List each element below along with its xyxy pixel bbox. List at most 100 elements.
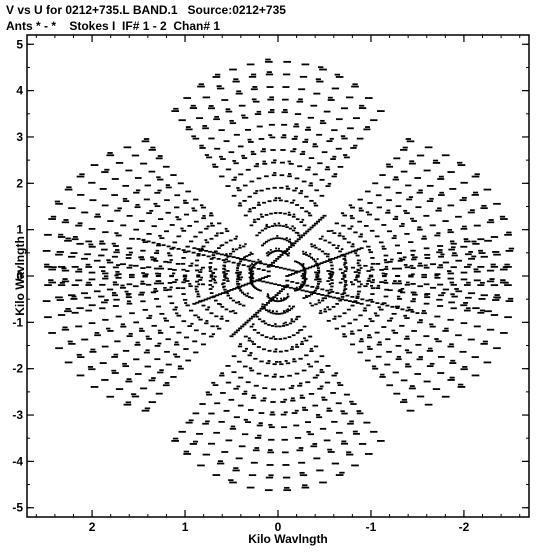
data-point — [299, 284, 302, 287]
data-point — [327, 253, 330, 255]
data-point — [343, 285, 347, 288]
data-point — [189, 107, 198, 109]
data-point — [203, 298, 208, 301]
data-point — [59, 281, 65, 284]
data-point — [367, 336, 373, 339]
data-point — [451, 295, 458, 298]
data-point — [310, 304, 314, 307]
data-point — [175, 312, 179, 315]
data-point — [326, 280, 330, 282]
data-point — [291, 229, 296, 232]
data-point — [343, 262, 348, 264]
data-point — [250, 88, 258, 91]
data-point — [444, 327, 449, 330]
data-point — [77, 356, 85, 359]
data-point — [410, 217, 414, 220]
data-point — [346, 451, 352, 454]
data-point — [302, 250, 305, 253]
data-point — [473, 270, 481, 273]
data-point — [128, 251, 134, 254]
data-point — [249, 264, 252, 267]
data-point — [250, 274, 254, 277]
data-point — [145, 266, 152, 269]
data-point — [360, 298, 365, 301]
data-point — [396, 252, 402, 254]
data-point — [402, 146, 408, 149]
data-point — [267, 296, 271, 299]
data-point — [362, 309, 368, 312]
data-point — [319, 278, 322, 281]
data-point — [294, 231, 299, 234]
data-point — [259, 260, 262, 263]
data-point — [148, 314, 153, 317]
data-point — [233, 176, 237, 179]
data-point — [88, 304, 96, 307]
data-point — [248, 276, 251, 279]
data-point — [343, 288, 348, 290]
data-point — [480, 255, 488, 258]
data-point — [163, 317, 167, 320]
data-point — [386, 209, 391, 212]
data-point — [400, 222, 405, 225]
data-point — [173, 353, 178, 356]
data-point — [274, 325, 278, 328]
data-point — [283, 337, 287, 340]
data-point — [341, 440, 347, 443]
data-point — [313, 92, 321, 95]
data-point — [317, 269, 321, 272]
data-point — [304, 251, 307, 254]
data-point — [208, 284, 213, 286]
data-point — [200, 247, 204, 250]
data-point — [295, 331, 300, 334]
data-point — [265, 223, 268, 226]
data-point — [265, 252, 268, 255]
data-point — [267, 310, 271, 313]
data-point — [408, 308, 414, 311]
data-point — [364, 453, 373, 455]
data-point — [153, 202, 158, 205]
data-point — [318, 218, 323, 221]
data-point — [139, 330, 145, 332]
data-point — [353, 279, 358, 281]
data-point — [76, 307, 84, 310]
data-point — [188, 282, 192, 285]
data-point — [300, 283, 305, 286]
data-point — [231, 178, 237, 181]
data-point — [447, 171, 455, 173]
data-point — [114, 232, 119, 235]
data-point — [342, 237, 347, 240]
data-point — [243, 283, 248, 286]
data-point — [251, 98, 257, 101]
data-point — [246, 319, 251, 322]
data-point — [202, 127, 209, 130]
data-point — [330, 264, 334, 267]
data-point — [305, 230, 310, 233]
data-point — [201, 304, 206, 307]
data-point — [331, 374, 337, 377]
data-point — [56, 251, 64, 253]
data-point — [195, 301, 200, 304]
data-point — [410, 282, 416, 285]
data-point — [88, 278, 96, 281]
data-point — [309, 256, 313, 259]
data-point — [326, 270, 330, 272]
data-point — [390, 258, 394, 261]
data-point — [450, 240, 455, 243]
data-point — [71, 311, 79, 314]
data-point — [319, 262, 324, 265]
data-point — [429, 362, 435, 365]
data-point — [339, 471, 345, 474]
data-point — [114, 274, 119, 277]
data-point — [94, 215, 101, 218]
data-point — [329, 274, 333, 277]
data-point — [426, 200, 434, 203]
data-point — [77, 193, 85, 196]
data-point — [342, 274, 347, 277]
data-point — [251, 272, 255, 275]
data-point — [434, 274, 439, 277]
data-point — [126, 247, 133, 250]
data-point — [423, 247, 430, 250]
data-point — [259, 307, 264, 310]
data-point — [235, 269, 239, 272]
data-point — [302, 275, 306, 278]
